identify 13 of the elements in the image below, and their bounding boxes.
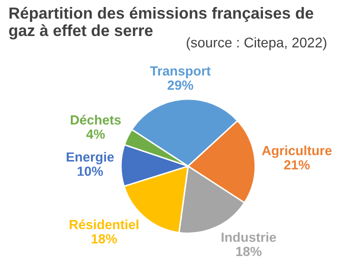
data-label: 10% (78, 166, 103, 176)
data-label: 18% (92, 234, 117, 244)
slice-label: Agriculture (262, 146, 332, 158)
slice-label: Déchets (70, 114, 121, 125)
slice-label: Résidentiel (70, 219, 138, 230)
data-label: 18% (236, 246, 262, 256)
data-label: 4% (86, 130, 105, 139)
slice-label: Transport (150, 66, 211, 78)
data-label: 21% (284, 160, 310, 170)
text: (source : Citepa, 2022) (186, 37, 326, 50)
slice-label: Industrie (222, 232, 276, 242)
slice-label: Energie (66, 152, 114, 164)
data-label: 29% (168, 80, 194, 90)
